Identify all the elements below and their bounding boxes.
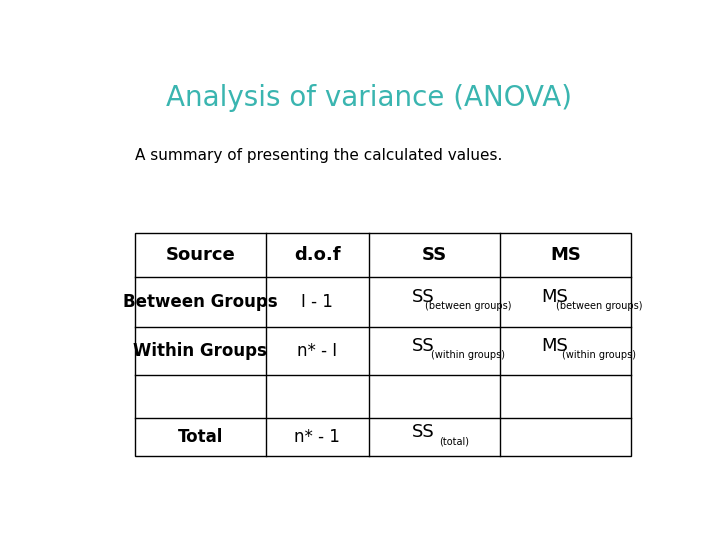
Text: Analysis of variance (ANOVA): Analysis of variance (ANOVA) bbox=[166, 84, 572, 112]
Text: n* - I: n* - I bbox=[297, 342, 338, 360]
Text: Source: Source bbox=[166, 246, 235, 264]
Text: (within groups): (within groups) bbox=[562, 350, 636, 360]
Text: I - 1: I - 1 bbox=[302, 293, 333, 311]
Text: Between Groups: Between Groups bbox=[123, 293, 277, 311]
Text: (total): (total) bbox=[439, 436, 469, 446]
Text: (within groups): (within groups) bbox=[431, 350, 505, 360]
Text: Total: Total bbox=[178, 428, 223, 446]
Text: MS: MS bbox=[541, 336, 568, 355]
Text: Within Groups: Within Groups bbox=[133, 342, 267, 360]
Text: MS: MS bbox=[550, 246, 581, 264]
Text: (between groups): (between groups) bbox=[425, 301, 511, 311]
Text: SS: SS bbox=[412, 288, 435, 306]
Text: A summary of presenting the calculated values.: A summary of presenting the calculated v… bbox=[135, 148, 502, 163]
Text: (between groups): (between groups) bbox=[556, 301, 642, 311]
Text: SS: SS bbox=[412, 423, 435, 441]
Text: d.o.f: d.o.f bbox=[294, 246, 341, 264]
Text: SS: SS bbox=[422, 246, 447, 264]
Text: SS: SS bbox=[412, 336, 435, 355]
Text: n* - 1: n* - 1 bbox=[294, 428, 341, 446]
Text: MS: MS bbox=[541, 288, 568, 306]
